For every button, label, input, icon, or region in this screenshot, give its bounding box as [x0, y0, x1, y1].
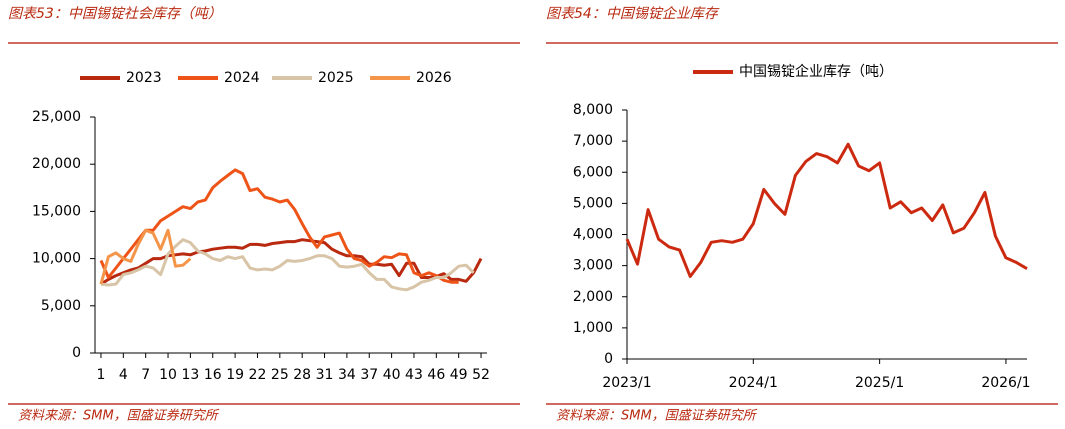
x-tick-label: 31: [316, 367, 334, 383]
x-tick-label: 7: [141, 367, 150, 383]
source: 资料来源：SMM，国盛证券研究所: [18, 408, 220, 424]
x-tick-label: 19: [226, 367, 244, 383]
series-line: [99, 228, 192, 285]
legend-label: 2024: [224, 70, 260, 86]
caption: 图表54：中国锡锭企业库存: [546, 6, 720, 22]
y-tick-label: 10,000: [32, 251, 81, 267]
x-tick-label: 1: [97, 367, 106, 383]
source: 资料来源：SMM，国盛证券研究所: [556, 408, 758, 424]
x-tick-label: 4: [119, 367, 128, 383]
legend-label: 2025: [318, 70, 354, 86]
series-line: [625, 142, 1028, 278]
y-tick-label: 5,000: [41, 298, 81, 314]
y-tick-label: 7,000: [573, 133, 613, 149]
x-tick-label: 40: [383, 367, 401, 383]
x-tick-label: 2024/1: [729, 375, 778, 391]
y-tick-label: 0: [72, 345, 81, 361]
x-tick-label: 22: [249, 367, 267, 383]
x-tick-label: 2026/1: [981, 375, 1030, 391]
x-tick-label: 2025/1: [855, 375, 904, 391]
legend-label: 中国锡锭企业库存（吨）: [739, 63, 893, 80]
y-tick-label: 4,000: [573, 227, 613, 243]
y-tick-label: 15,000: [32, 203, 81, 219]
y-tick-label: 2,000: [573, 289, 613, 305]
y-tick-label: 5,000: [573, 195, 613, 211]
x-tick-label: 25: [271, 367, 289, 383]
x-tick-label: 52: [472, 367, 490, 383]
y-tick-label: 6,000: [573, 164, 613, 180]
x-tick-label: 16: [204, 367, 222, 383]
x-tick-label: 49: [450, 367, 468, 383]
y-tick-label: 20,000: [32, 156, 81, 172]
y-tick-label: 3,000: [573, 258, 613, 274]
y-tick-label: 8,000: [573, 102, 613, 118]
x-tick-label: 2023/1: [602, 375, 651, 391]
x-tick-label: 28: [293, 367, 311, 383]
y-tick-label: 25,000: [32, 109, 81, 125]
series-line: [100, 238, 475, 292]
x-tick-label: 34: [338, 367, 356, 383]
x-tick-label: 37: [360, 367, 378, 383]
x-tick-label: 46: [427, 367, 445, 383]
legend-label: 2026: [416, 70, 452, 86]
x-tick-label: 43: [405, 367, 423, 383]
x-tick-label: 13: [181, 367, 199, 383]
legend-label: 2023: [126, 70, 162, 86]
caption: 图表53：中国锡锭社会库存（吨）: [8, 6, 222, 22]
y-tick-label: 1,000: [573, 320, 613, 336]
x-tick-label: 10: [159, 367, 177, 383]
y-tick-label: 0: [604, 351, 613, 367]
series-line: [99, 168, 459, 284]
series-line: [100, 238, 483, 286]
